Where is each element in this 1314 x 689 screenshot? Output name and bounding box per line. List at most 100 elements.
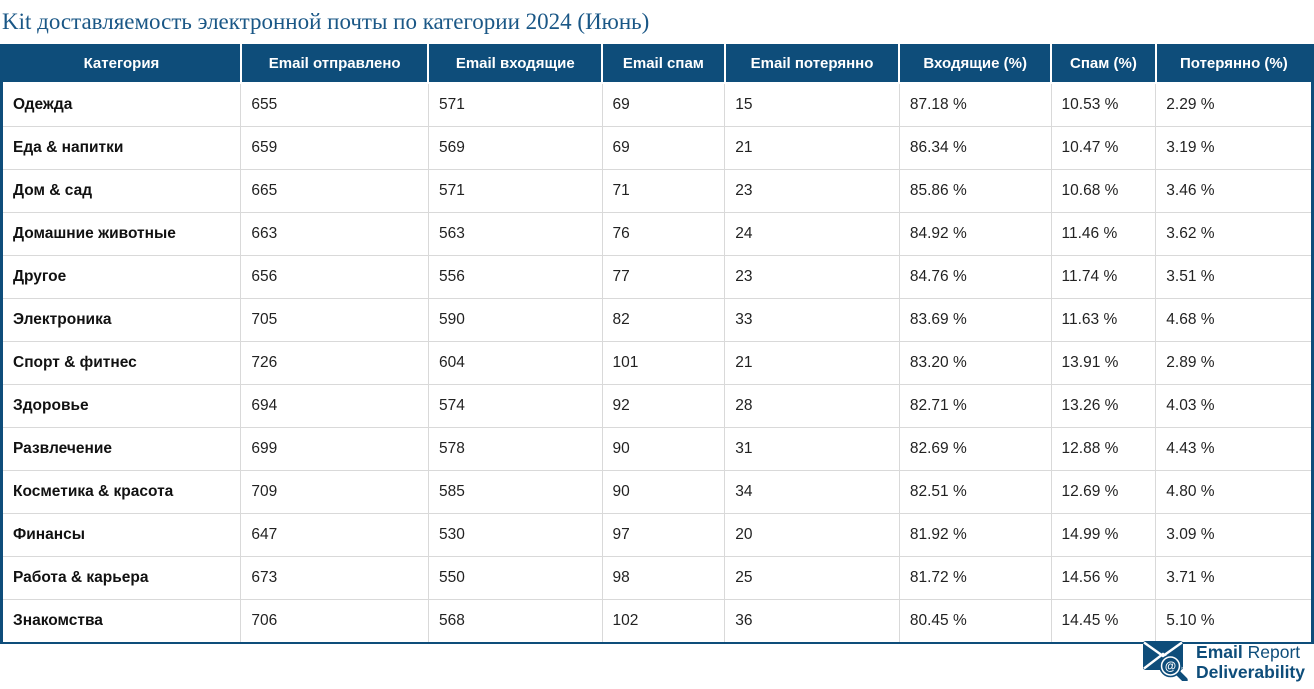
value-cell: 20 — [724, 513, 900, 557]
category-cell: Финансы — [1, 513, 241, 557]
table-row: Работа & карьера 673 550 98 25 81.72 % 14.56 %… — [1, 556, 1313, 600]
brand-word-email: Email — [1196, 642, 1243, 663]
column-header-category: Категория — [1, 44, 241, 84]
value-cell: 33 — [724, 298, 900, 342]
value-cell: 101 — [601, 341, 725, 385]
value-cell: 12.69 % — [1050, 470, 1156, 514]
value-cell: 706 — [240, 599, 429, 643]
value-cell: 13.91 % — [1050, 341, 1156, 385]
table-row: Домашние животные 663 563 76 24 84.92 % 11.46 … — [1, 212, 1313, 256]
header-row: Категория Email отправлено Email входящи… — [1, 44, 1313, 84]
svg-text:@: @ — [1165, 661, 1176, 673]
value-cell: 82.69 % — [898, 427, 1052, 471]
value-cell: 578 — [427, 427, 603, 471]
table-row: Развлечение 699 578 90 31 82.69 % 12.88 % 4.43 … — [1, 427, 1313, 471]
value-cell: 3.51 % — [1155, 255, 1313, 299]
category-cell: Здоровье — [1, 384, 241, 428]
table-row: Спорт & фитнес 726 604 101 21 83.20 % 13.91 % 2… — [1, 341, 1313, 385]
category-cell: Одежда — [13, 96, 73, 113]
column-header-spam-pct: Спам (%) — [1050, 44, 1156, 84]
value-cell: 568 — [427, 599, 603, 643]
value-cell: 84.76 % — [898, 255, 1052, 299]
value-cell: 3.46 % — [1155, 169, 1313, 213]
column-header-email-lost: Email потерянно — [723, 44, 900, 84]
value-cell: 10.47 % — [1050, 126, 1156, 170]
value-cell: 85.86 % — [898, 169, 1052, 213]
value-cell: 86.34 % — [898, 126, 1052, 170]
category-cell: Домашние животные — [1, 212, 241, 256]
value-cell: 569 — [427, 126, 603, 170]
value-cell: 604 — [427, 341, 603, 385]
value-cell: 574 — [427, 384, 603, 428]
category-cell: Еда & напитки — [1, 126, 241, 170]
value-cell: 76 — [601, 212, 725, 256]
value-cell: 665 — [240, 169, 429, 213]
value-cell: 3.71 % — [1155, 556, 1313, 600]
value-cell: 21 — [724, 341, 900, 385]
value-cell: 97 — [601, 513, 725, 557]
value-cell: 34 — [724, 470, 900, 514]
category-cell: Электроника — [1, 298, 241, 342]
value-cell: 709 — [240, 470, 429, 514]
value-cell: 3.19 % — [1155, 126, 1313, 170]
value-cell: 81.92 % — [898, 513, 1052, 557]
value-cell: 69 — [601, 126, 725, 170]
value-cell: 673 — [240, 556, 429, 600]
value-cell: 2.29 % — [1155, 83, 1313, 127]
value-cell: 31 — [724, 427, 900, 471]
table-row: Электроника 705 590 82 33 83.69 % 11.63 % 4.68 … — [1, 298, 1313, 342]
value-cell: 23 — [724, 169, 900, 213]
value-cell: 83.20 % — [898, 341, 1052, 385]
value-cell: 77 — [601, 255, 725, 299]
value-cell: 699 — [240, 427, 429, 471]
value-cell: 5.10 % — [1155, 599, 1313, 643]
value-cell: 81.72 % — [898, 556, 1052, 600]
value-cell: 15 — [724, 83, 900, 127]
value-cell: 530 — [427, 513, 603, 557]
category-cell: Развлечение — [1, 427, 241, 471]
value-cell: 28 — [724, 384, 900, 428]
value-cell: 69 — [601, 83, 725, 127]
table-header: Категория Email отправлено Email входящи… — [1, 44, 1313, 84]
table-body: Одежда 655 571 69 15 87.18 % 10.53 % 2.29 % Еда … — [1, 83, 1313, 643]
value-cell: 12.88 % — [1050, 427, 1156, 471]
value-cell: 4.80 % — [1155, 470, 1313, 514]
category-cell: Другое — [1, 255, 241, 299]
value-cell: 726 — [240, 341, 429, 385]
table-row: Еда & напитки 659 569 69 21 86.34 % 10.47 % 3.1… — [1, 126, 1313, 170]
value-cell: 25 — [724, 556, 900, 600]
deliverability-table: Категория Email отправлено Email входящи… — [0, 44, 1314, 644]
table-row: Дом & сад 665 571 71 23 85.86 % 10.68 % 3.46 % — [1, 169, 1313, 213]
table-row: Знакомства 706 568 102 36 80.45 % 14.45 % 5.10 … — [1, 599, 1313, 643]
envelope-magnifier-icon: @ — [1143, 640, 1188, 686]
value-cell: 3.62 % — [1155, 212, 1313, 256]
value-cell: 2.89 % — [1155, 341, 1313, 385]
page-title: Kit доставляемость электронной почты по … — [2, 9, 650, 34]
value-cell: 571 — [427, 169, 603, 213]
table-row: Здоровье 694 574 92 28 82.71 % 13.26 % 4.03 % — [1, 384, 1313, 428]
brand-word-deliverability: Deliverability — [1196, 662, 1305, 682]
value-cell: 656 — [240, 255, 429, 299]
value-cell: 13.26 % — [1050, 384, 1156, 428]
value-cell: 82 — [601, 298, 725, 342]
value-cell: 585 — [427, 470, 603, 514]
value-cell: 10.68 % — [1050, 169, 1156, 213]
category-cell: Знакомства — [1, 599, 241, 643]
value-cell: 82.51 % — [898, 470, 1052, 514]
value-cell: 102 — [601, 599, 725, 643]
value-cell: 11.63 % — [1050, 298, 1156, 342]
table-row: Другое 656 556 77 23 84.76 % 11.74 % 3.51 % — [1, 255, 1313, 299]
value-cell: 14.99 % — [1050, 513, 1156, 557]
category-cell: Работа & карьера — [1, 556, 241, 600]
value-cell: 590 — [427, 298, 603, 342]
value-cell: 563 — [427, 212, 603, 256]
value-cell: 659 — [240, 126, 429, 170]
value-cell: 98 — [601, 556, 725, 600]
value-cell: 663 — [240, 212, 429, 256]
value-cell: 24 — [724, 212, 900, 256]
category-cell: Спорт & фитнес — [1, 341, 241, 385]
value-cell: 694 — [240, 384, 429, 428]
brand-text: Email Report Deliverability — [1196, 643, 1305, 682]
value-cell: 14.45 % — [1050, 599, 1156, 643]
category-cell: Косметика & красота — [1, 470, 241, 514]
